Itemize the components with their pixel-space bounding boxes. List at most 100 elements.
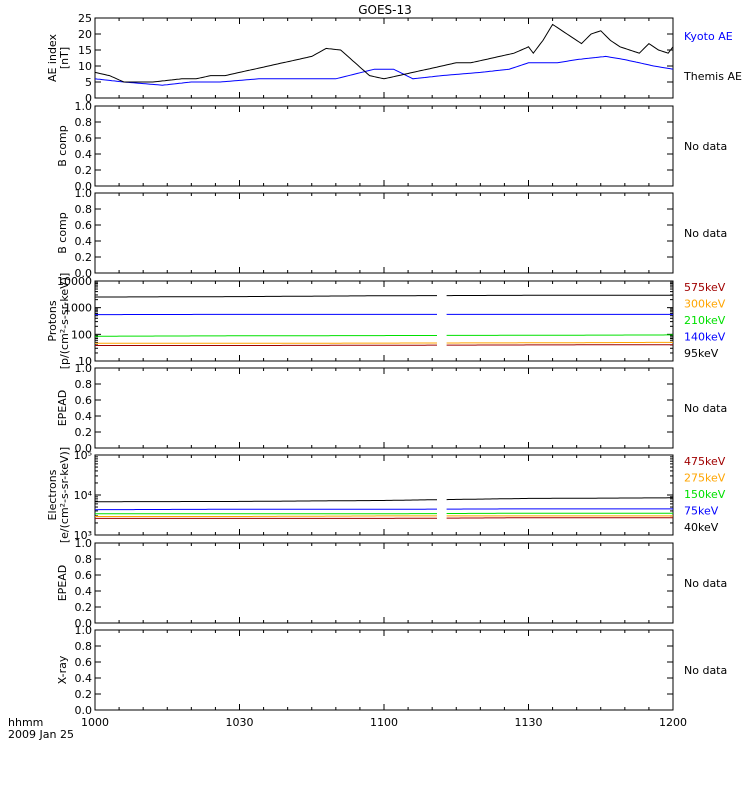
y-tick-label: 10⁴ [74,489,93,502]
x-tick-label: 1200 [659,716,687,729]
y-tick-label: 10 [78,355,92,368]
y-axis-label: AE index [46,33,59,82]
y-tick-label: 0.8 [75,378,93,391]
y-tick-label: 0.8 [75,553,93,566]
no-data-label: No data [684,402,727,415]
y-tick-label: 0.8 [75,640,93,653]
x-tick-label: 1030 [226,716,254,729]
y-axis-label: EPEAD [56,390,69,427]
legend-entry: 75keV [684,505,719,518]
y-axis-label: Electrons [46,469,59,520]
y-tick-label: 0.2 [75,164,93,177]
legend-entry: 475keV [684,455,726,468]
y-axis-label: B comp [56,125,69,167]
legend-entry: Kyoto AE [684,30,733,43]
y-tick-label: 15 [78,44,92,57]
panel-frame [94,367,674,449]
y-tick-label: 0.6 [75,132,93,145]
series-line-300kev [446,341,673,344]
panel-xray: 0.0 0.2 0.4 0.6 0.8 1.0 X-ray No data [56,624,727,717]
series-line-themis-ae [94,23,674,83]
panel-epead1: 0.0 0.2 0.4 0.6 0.8 1.0 EPEAD No data [56,362,727,455]
panel-frame [94,192,674,274]
panel-electrons: 10³ 10⁴ 10⁵ Electrons [e/(cm²-s-sr-keV)] 475k… [46,447,726,543]
y-tick-label: 0.6 [75,656,93,669]
y-tick-label: 10³ [74,529,92,542]
legend-entry: 150keV [684,488,726,501]
date-label: 2009 Jan 25 [8,728,74,741]
series-line-275kev [95,515,437,517]
y-tick-label: 10⁵ [74,449,92,462]
x-tick-label: 1100 [370,716,398,729]
panel-b2: 0.0 0.2 0.4 0.6 0.8 1.0 B comp No data [56,187,727,280]
y-tick-label: 1.0 [75,624,93,637]
y-tick-label: 0.4 [75,148,93,161]
panel-frame [94,105,674,187]
no-data-label: No data [684,577,727,590]
series-line-kyoto-ae [94,55,674,86]
y-tick-label: 0.6 [75,569,93,582]
series-line-210kev [95,335,437,337]
y-tick-label: 0.4 [75,672,93,685]
y-tick-label: 0.4 [75,585,93,598]
legend-entry: 95keV [684,347,719,360]
legend-entry: 210keV [684,314,726,327]
panel-epead2: 0.0 0.2 0.4 0.6 0.8 1.0 EPEAD No data [56,537,727,630]
y-tick-label: 0.6 [75,219,93,232]
panel-protons: 10 100 1000 10000 Protons [p/(cm²-s-sr-keV)] 5… [46,273,726,370]
x-tick-label: 1000 [81,716,109,729]
y-tick-label: 0.2 [75,688,93,701]
y-tick-label: 0.4 [75,235,93,248]
y-tick-label: 0.0 [75,617,93,630]
legend-entry: 275keV [684,472,726,485]
y-tick-label: 0 [85,92,92,105]
legend-entry: 575keV [684,281,726,294]
y-axis-label: EPEAD [56,565,69,602]
legend-entry: 300keV [684,298,726,311]
y-tick-label: 0.4 [75,410,93,423]
panel-ae: 0 5 10 15 20 25 AE index [nT] Kyoto AE Themis AE [46,12,742,105]
series-line-210kev [446,334,673,336]
figure-title: GOES-13 [358,3,412,17]
y-tick-label: 20 [78,28,92,41]
y-tick-label: 5 [85,76,92,89]
y-tick-label: 0.0 [75,180,93,193]
y-tick-label: 1000 [64,302,92,315]
legend-entry: Themis AE [683,70,742,83]
y-tick-label: 1.0 [75,362,93,375]
series-line-40kev [446,497,673,501]
y-tick-label: 10000 [57,275,92,288]
y-axis-label: Protons [46,300,59,341]
y-tick-label: 0.0 [75,442,93,455]
y-tick-label: 1.0 [75,537,93,550]
y-axis-label: B comp [56,212,69,254]
y-tick-label: 0.8 [75,203,93,216]
panel-frame [94,629,674,711]
y-tick-label: 25 [78,12,92,25]
y-axis-label: [p/(cm²-s-sr-keV)] [58,273,71,370]
y-tick-label: 0.2 [75,426,93,439]
y-tick-label: 0.6 [75,394,93,407]
x-tick-label: 1130 [515,716,543,729]
series-line-75kev [95,508,437,511]
y-axis-label: [nT] [58,47,71,69]
y-tick-label: 100 [71,328,92,341]
series-line-95kev [94,295,437,298]
y-tick-label: 1.0 [75,100,93,113]
y-tick-label: 0.8 [75,116,93,129]
y-tick-label: 0.2 [75,251,93,264]
no-data-label: No data [684,140,727,153]
y-tick-label: 0.0 [75,704,93,717]
y-tick-label: 0.2 [75,601,93,614]
series-line-40kev [95,499,437,503]
panel-frame [94,454,674,536]
panel-frame [94,542,674,624]
y-tick-label: 1.0 [75,187,93,200]
no-data-label: No data [684,227,727,240]
panel-frame [94,280,674,362]
time-unit-label: hhmm [8,716,43,729]
y-axis-label: X-ray [56,655,69,684]
y-tick-label: 0.0 [75,267,93,280]
legend-entry: 140keV [684,331,726,344]
